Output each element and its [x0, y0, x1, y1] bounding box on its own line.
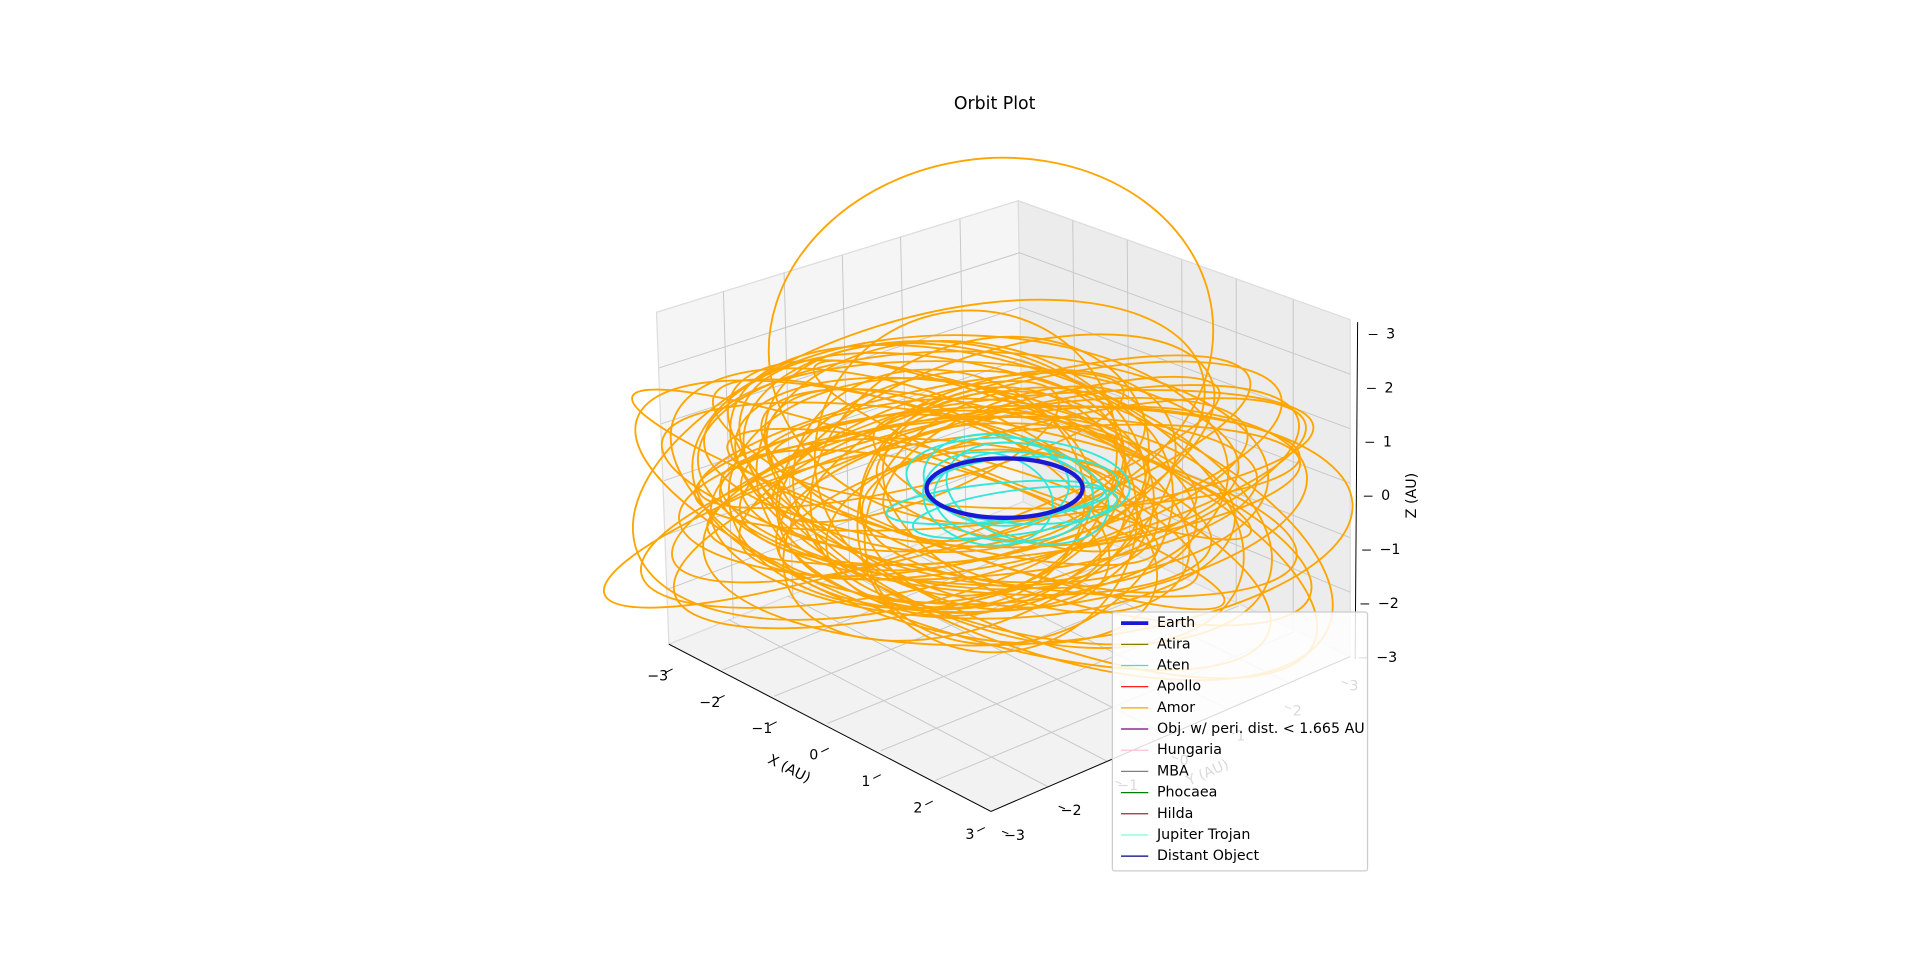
legend-label: Apollo	[1157, 679, 1201, 695]
tick-label: −2	[1378, 596, 1399, 612]
tick-label: −3	[1004, 828, 1025, 844]
orbit-path	[742, 340, 1125, 554]
tick-label: 2	[913, 801, 922, 817]
tick-mark	[821, 747, 829, 753]
grid-line	[666, 455, 1023, 591]
orbit-path	[718, 437, 1213, 596]
grid-line	[787, 595, 1107, 762]
tick-mark	[1058, 805, 1066, 810]
grid-line	[665, 408, 1023, 536]
tick-label: −1	[751, 721, 772, 737]
earth-orbit	[924, 456, 1085, 521]
legend-label: Distant Object	[1157, 848, 1260, 864]
orbit-path	[678, 415, 1258, 581]
orbit-path	[734, 376, 1198, 590]
orbit-path	[775, 405, 1308, 614]
chart-title: Orbit Plot	[954, 94, 1036, 114]
tick-label: 1	[861, 774, 870, 790]
orbit-path	[861, 448, 1159, 584]
tick-label: 3	[1386, 327, 1395, 343]
orbit-path	[703, 360, 1240, 549]
orbit-path	[825, 441, 1127, 611]
grid-line	[728, 618, 1049, 788]
legend-label: Aten	[1157, 658, 1190, 674]
tick-mark	[769, 721, 777, 726]
tick-label: −2	[1061, 803, 1082, 819]
legend-label: Obj. w/ peri. dist. < 1.665 AU	[1157, 721, 1365, 737]
tick-label: 2	[1384, 380, 1393, 396]
legend-label: Jupiter Trojan	[1156, 827, 1250, 843]
legend-box	[1111, 611, 1369, 872]
x-axis-line	[668, 643, 992, 812]
grid-line	[722, 291, 734, 619]
orbit-path	[631, 298, 1206, 621]
tick-mark	[873, 774, 881, 779]
tick-mark	[1001, 830, 1009, 835]
legend-label: Amor	[1157, 700, 1195, 716]
tick-mark	[977, 827, 985, 832]
grid-line	[1019, 252, 1351, 375]
tick-label: −1	[1380, 542, 1401, 558]
orbit-path	[911, 485, 1119, 540]
legend-label: Hungaria	[1157, 742, 1222, 758]
orbit-path	[782, 369, 1177, 642]
tick-label: 1	[1383, 434, 1392, 450]
orbit-path	[602, 375, 1221, 609]
orbit-path	[922, 433, 1070, 527]
legend-label: MBA	[1157, 763, 1189, 779]
orbit-path	[729, 344, 1273, 646]
tick-mark	[925, 800, 933, 806]
tick-mark	[716, 694, 725, 700]
orbits	[602, 156, 1354, 682]
x-axis-label: X (AU)	[765, 752, 813, 787]
z-axis-line	[1354, 322, 1359, 660]
orbit-path	[726, 427, 1159, 567]
legend-label: Phocaea	[1157, 785, 1217, 801]
grid-line	[658, 252, 1020, 369]
z-axis-label: Z (AU)	[1404, 473, 1420, 519]
orbit-path	[885, 479, 1106, 526]
tick-label: −2	[699, 695, 720, 711]
orbit-path	[905, 436, 1131, 526]
tick-label: −3	[647, 668, 668, 684]
legend-label: Hilda	[1157, 806, 1193, 822]
orbit-path	[697, 371, 1125, 510]
orbit-path	[933, 450, 1095, 543]
tick-label: −3	[1376, 650, 1397, 666]
orbit-path	[765, 388, 1111, 609]
tick-label: 0	[1381, 488, 1390, 504]
legend: Earth Atira Aten Apollo Amor Obj. w/ peri. di…	[1111, 611, 1369, 872]
legend-label: Atira	[1157, 636, 1191, 652]
legend-label: Earth	[1157, 615, 1195, 631]
orbit-path	[631, 388, 1226, 611]
tick-label: 3	[965, 827, 974, 843]
tick-label: 0	[809, 748, 818, 764]
tick-mark	[664, 668, 673, 674]
grid-line	[661, 306, 1021, 425]
